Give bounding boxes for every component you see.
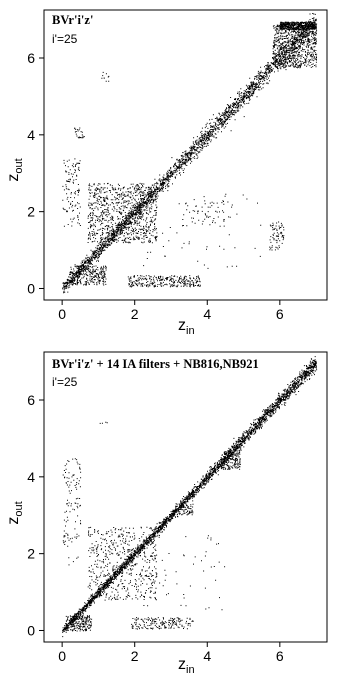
x-tick-label: 6 [276,648,284,664]
x-axis-label: zin [178,656,195,676]
y-tick-label: 2 [27,204,35,220]
y-tick-label: 4 [27,469,35,485]
x-axis-ticks: 0 2 4 6 [58,642,284,664]
y-tick-label: 0 [27,622,35,638]
x-axis-ticks: 0 2 4 6 [58,300,284,322]
x-axis-label-main: z [178,656,186,673]
x-axis-label-main: z [178,317,186,334]
y-axis-ticks: 0 2 4 6 [27,392,44,638]
chart-title: BVr'i'z' [52,13,93,27]
scatter-point-cloud [62,356,318,638]
x-tick-label: 2 [131,648,139,664]
chart-title: BVr'i'z' + 14 IA filters + NB816,NB921 [52,357,259,371]
x-axis-label: zin [178,317,195,337]
x-tick-label: 4 [203,648,211,664]
x-tick-label: 6 [276,306,284,322]
plot-frame [43,351,328,643]
y-axis-ticks: 0 2 4 6 [27,50,44,296]
x-axis-label-sub: in [186,325,195,337]
y-tick-label: 4 [27,127,35,143]
y-tick-label: 2 [27,546,35,562]
scatter-point-cloud [62,13,318,294]
y-tick-label: 0 [27,280,35,296]
x-tick-label: 2 [131,306,139,322]
y-tick-label: 6 [27,392,35,408]
y-axis-label: zout [5,501,25,524]
y-axis-label: zout [5,158,25,181]
y-axis-label-sub: out [13,158,25,173]
y-axis-label-main: z [5,174,22,182]
scatter-points [62,356,318,638]
y-tick-label: 6 [27,50,35,66]
x-tick-label: 0 [58,648,66,664]
y-axis-label-main: z [5,517,22,525]
x-axis-label-sub: in [186,664,195,676]
chart-subtitle: i'=25 [52,375,78,389]
x-tick-label: 0 [58,306,66,322]
x-tick-label: 4 [203,306,211,322]
chart-panel-bottom: 0 2 4 6 0 2 4 6 BVr'i'z' + 14 IA filters + NB8… [5,351,328,676]
chart-subtitle: i'=25 [52,32,78,46]
y-axis-label-sub: out [13,501,25,516]
scatter-points [62,13,318,294]
